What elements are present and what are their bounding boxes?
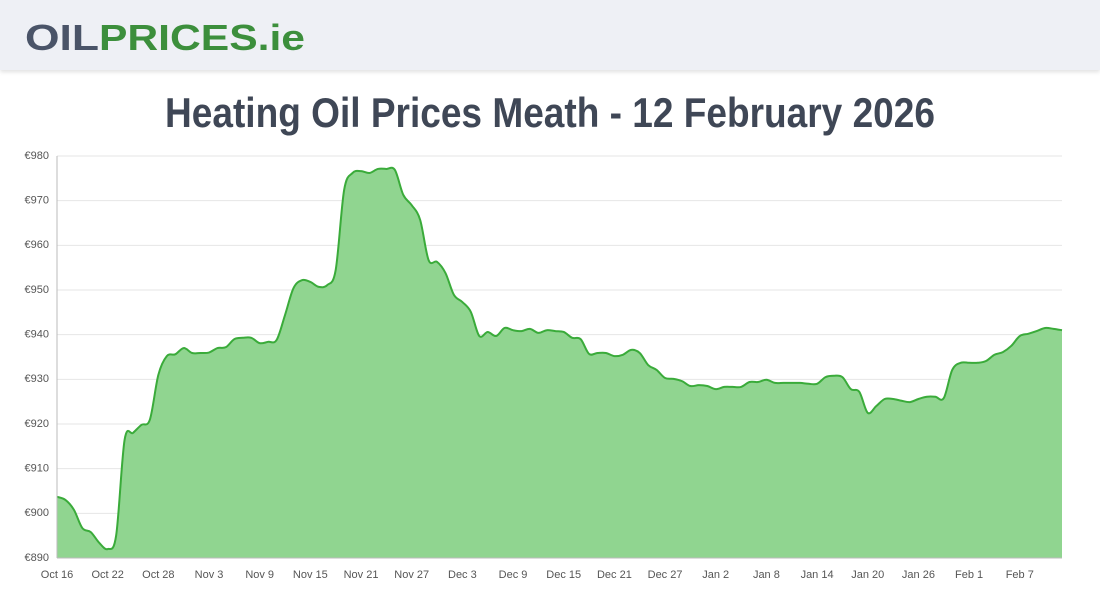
area-fill [57, 167, 1062, 559]
site-header [0, 0, 1100, 70]
x-tick-label: Feb 7 [1006, 569, 1034, 581]
logo-text[interactable]: PRICES.ie [99, 17, 305, 58]
x-tick-label: Jan 2 [702, 569, 729, 581]
x-tick-label: Oct 28 [142, 569, 174, 581]
price-line [56, 166, 1063, 551]
logo-text[interactable]: OIL [25, 17, 99, 58]
x-tick-label: Nov 27 [394, 569, 429, 581]
x-tick-label: Dec 21 [597, 569, 632, 581]
x-tick-label: Dec 27 [648, 569, 683, 581]
y-tick-label: €960 [25, 239, 49, 251]
y-tick-label: €950 [25, 284, 49, 296]
x-tick-label: Jan 14 [801, 569, 834, 581]
y-tick-label: €890 [25, 552, 49, 564]
y-tick-label: €920 [25, 418, 49, 430]
x-tick-label: Oct 22 [91, 569, 123, 581]
chart-title: Heating Oil Prices Meath - 12 February 2… [165, 89, 935, 136]
y-tick-label: €970 [25, 195, 49, 207]
x-tick-label: Dec 3 [448, 569, 477, 581]
y-tick-label: €930 [25, 373, 49, 385]
x-tick-label: Nov 3 [195, 569, 224, 581]
x-tick-label: Dec 9 [499, 569, 528, 581]
y-tick-label: €900 [25, 507, 49, 519]
x-tick-label: Jan 8 [753, 569, 780, 581]
x-tick-label: Jan 26 [902, 569, 935, 581]
y-tick-label: €940 [25, 329, 49, 341]
y-tick-label: €980 [25, 150, 49, 162]
x-tick-label: Feb 1 [955, 569, 983, 581]
x-tick-label: Oct 16 [41, 569, 73, 581]
x-tick-label: Dec 15 [546, 569, 581, 581]
x-tick-label: Nov 21 [344, 569, 379, 581]
x-tick-label: Nov 9 [245, 569, 274, 581]
y-tick-label: €910 [25, 463, 49, 475]
x-tick-label: Jan 20 [851, 569, 884, 581]
x-tick-label: Nov 15 [293, 569, 328, 581]
